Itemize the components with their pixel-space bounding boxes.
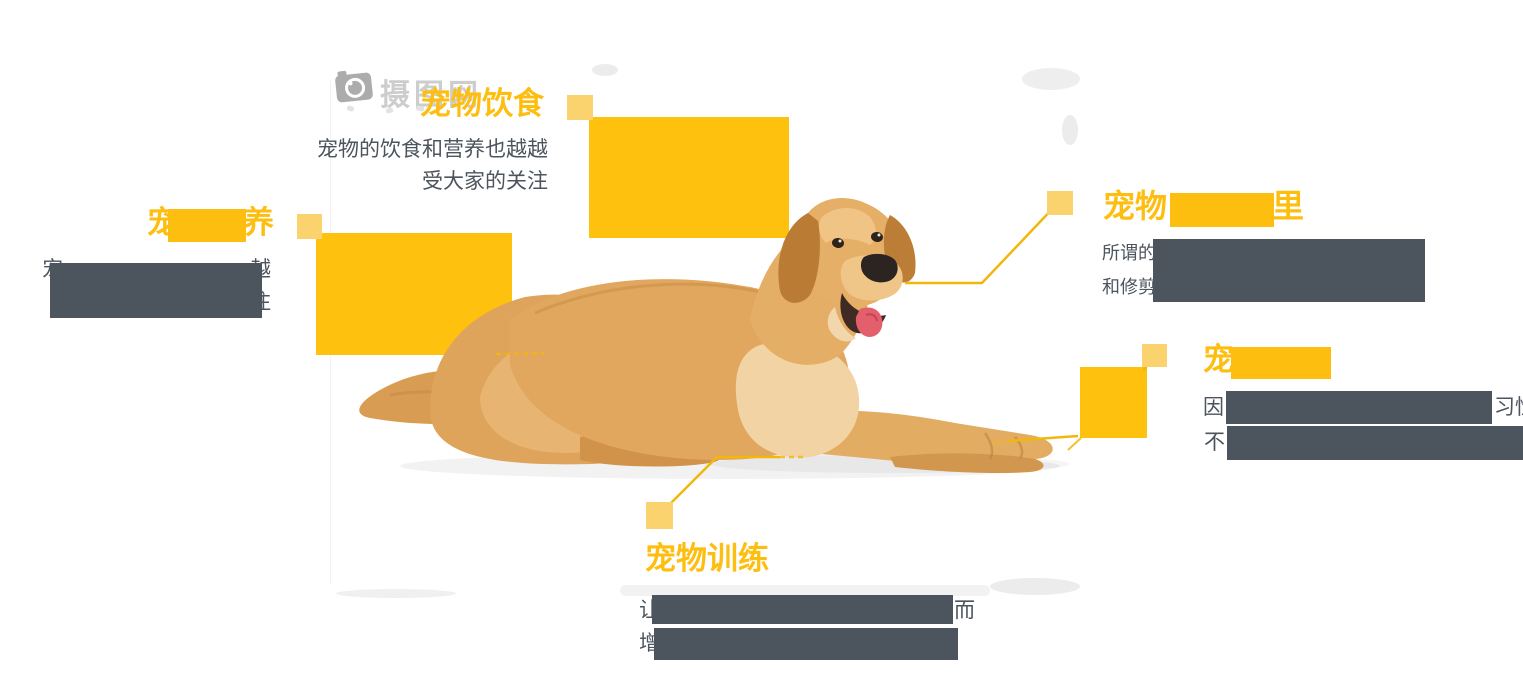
callout-right-top-body-line2: 和修剪 [1102,277,1156,298]
callout-right-top-marker-square [1047,191,1073,215]
callout-right-bottom-body-cover-block1 [1226,391,1492,424]
callout-right-top-title-prefix: 宠物 [1103,187,1168,225]
callout-bottom-body-line1-tail: 而 [954,598,975,622]
photo-artifact [336,589,456,598]
callout-top-body: 宠物的饮食和营养也越越 受大家的关注 [308,133,548,197]
callout-right-bottom-body-line1-tail: 习性 [1494,395,1523,419]
watermark-brand: 摄图网 [380,78,482,113]
callout-right-bottom-marker-square [1142,344,1167,367]
callout-right-top-title-cover-block [1170,193,1274,227]
callout-right-top-body-line1: 所谓的 [1102,243,1156,264]
callout-right-bottom-title-prefix: 宠 [1203,342,1234,378]
callout-right-top-title-suffix: 里 [1272,187,1305,225]
photo-artifact [1062,115,1078,145]
callout-right-top-body: 所谓的 和修剪 [1102,237,1156,305]
photo-artifact [1022,68,1080,90]
callout-left-title-last: 养 [243,205,274,241]
callout-right-bottom-body-line1-start: 因 [1203,395,1224,419]
callout-right-bottom-body-line2-start: 不 [1204,430,1225,454]
golden-retriever-photo [359,198,1070,479]
photo-artifact [990,578,1080,595]
photo-artifact [592,64,618,76]
callout-top-body-line1: 宠物的饮食和营养也越越 [317,137,548,161]
callout-top-body-line2: 受大家的关注 [422,169,548,193]
callout-left-body-cover-block [50,263,262,318]
callout-right-bottom-title-cover-block [1231,347,1331,379]
callout-right-bottom-body-cover-block2 [1227,426,1523,460]
callout-bottom-body-cover-block2 [654,628,958,660]
callout-top-marker-square [567,95,593,120]
callout-bottom-title: 宠物训练 [645,541,769,577]
callout-right-top-body-cover-block [1153,239,1425,302]
callout-right-bottom-yellow-square [1080,367,1147,438]
callout-left-title-cover-block [168,209,246,242]
photo-artifact [620,585,990,596]
callout-bottom-marker-square [646,502,673,529]
callout-top-yellow-block [589,117,789,238]
callout-left-marker-square [297,214,322,239]
callout-top-title: 宠物饮食 [420,86,544,122]
callout-bottom-body-cover-block1 [652,595,953,624]
